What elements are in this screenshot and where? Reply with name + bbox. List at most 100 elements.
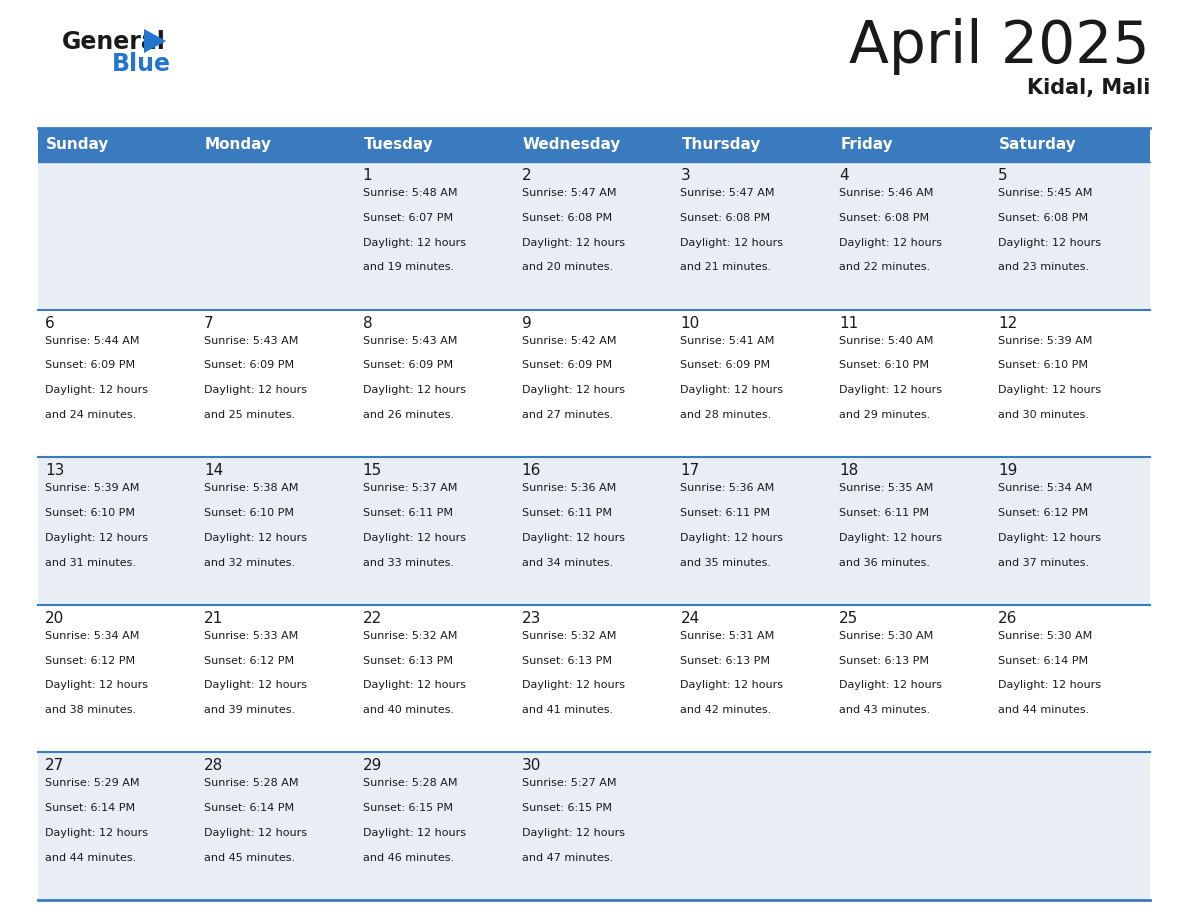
Text: Sunset: 6:10 PM: Sunset: 6:10 PM (45, 508, 135, 518)
Text: Sunset: 6:14 PM: Sunset: 6:14 PM (998, 655, 1088, 666)
Text: Daylight: 12 hours: Daylight: 12 hours (522, 238, 625, 248)
Bar (38, 309, 1150, 457)
Text: 7: 7 (204, 316, 214, 330)
Text: and 42 minutes.: and 42 minutes. (681, 705, 772, 715)
Text: and 36 minutes.: and 36 minutes. (839, 557, 930, 567)
Text: Sunset: 6:08 PM: Sunset: 6:08 PM (839, 213, 929, 223)
Text: Sunset: 6:09 PM: Sunset: 6:09 PM (204, 361, 293, 370)
Text: Sunrise: 5:44 AM: Sunrise: 5:44 AM (45, 336, 139, 345)
Text: Sunset: 6:08 PM: Sunset: 6:08 PM (681, 213, 771, 223)
Text: and 37 minutes.: and 37 minutes. (998, 557, 1089, 567)
Text: Sunrise: 5:29 AM: Sunrise: 5:29 AM (45, 778, 139, 789)
Text: Sunset: 6:07 PM: Sunset: 6:07 PM (362, 213, 453, 223)
Text: Sunrise: 5:41 AM: Sunrise: 5:41 AM (681, 336, 775, 345)
Text: and 38 minutes.: and 38 minutes. (45, 705, 137, 715)
Text: Daylight: 12 hours: Daylight: 12 hours (204, 386, 307, 395)
Text: Thursday: Thursday (682, 138, 760, 152)
Text: Daylight: 12 hours: Daylight: 12 hours (45, 532, 148, 543)
Text: Daylight: 12 hours: Daylight: 12 hours (204, 532, 307, 543)
Text: 8: 8 (362, 316, 372, 330)
Text: and 30 minutes.: and 30 minutes. (998, 410, 1089, 420)
Text: Sunrise: 5:39 AM: Sunrise: 5:39 AM (998, 336, 1093, 345)
Text: Sunset: 6:13 PM: Sunset: 6:13 PM (681, 655, 771, 666)
Text: 26: 26 (998, 610, 1017, 626)
Text: Daylight: 12 hours: Daylight: 12 hours (839, 238, 942, 248)
Text: Sunset: 6:13 PM: Sunset: 6:13 PM (362, 655, 453, 666)
Bar (38, 162, 1150, 309)
Text: Sunrise: 5:31 AM: Sunrise: 5:31 AM (681, 631, 775, 641)
Text: April 2025: April 2025 (849, 18, 1150, 75)
Text: Daylight: 12 hours: Daylight: 12 hours (839, 532, 942, 543)
Text: Sunrise: 5:32 AM: Sunrise: 5:32 AM (362, 631, 457, 641)
Text: Sunset: 6:10 PM: Sunset: 6:10 PM (839, 361, 929, 370)
Text: and 45 minutes.: and 45 minutes. (204, 853, 295, 863)
Text: Sunrise: 5:43 AM: Sunrise: 5:43 AM (204, 336, 298, 345)
Text: Daylight: 12 hours: Daylight: 12 hours (522, 680, 625, 690)
Text: 28: 28 (204, 758, 223, 773)
Text: 6: 6 (45, 316, 55, 330)
Text: Sunrise: 5:39 AM: Sunrise: 5:39 AM (45, 483, 139, 493)
Text: Sunset: 6:09 PM: Sunset: 6:09 PM (362, 361, 453, 370)
Text: and 31 minutes.: and 31 minutes. (45, 557, 135, 567)
Bar (38, 457, 1150, 605)
Text: Sunset: 6:09 PM: Sunset: 6:09 PM (45, 361, 135, 370)
Text: and 35 minutes.: and 35 minutes. (681, 557, 771, 567)
Text: 1: 1 (362, 168, 372, 183)
Text: 21: 21 (204, 610, 223, 626)
Text: 13: 13 (45, 464, 64, 478)
Text: 20: 20 (45, 610, 64, 626)
Text: Sunrise: 5:34 AM: Sunrise: 5:34 AM (45, 631, 139, 641)
Text: Daylight: 12 hours: Daylight: 12 hours (362, 680, 466, 690)
Text: 9: 9 (522, 316, 531, 330)
Text: Sunrise: 5:42 AM: Sunrise: 5:42 AM (522, 336, 617, 345)
Text: and 20 minutes.: and 20 minutes. (522, 263, 613, 273)
Text: and 27 minutes.: and 27 minutes. (522, 410, 613, 420)
Text: and 21 minutes.: and 21 minutes. (681, 263, 771, 273)
Text: Daylight: 12 hours: Daylight: 12 hours (839, 680, 942, 690)
Text: 19: 19 (998, 464, 1017, 478)
Text: Sunset: 6:13 PM: Sunset: 6:13 PM (839, 655, 929, 666)
Text: 25: 25 (839, 610, 859, 626)
Text: Daylight: 12 hours: Daylight: 12 hours (362, 532, 466, 543)
Text: Sunrise: 5:47 AM: Sunrise: 5:47 AM (681, 188, 775, 198)
Text: and 43 minutes.: and 43 minutes. (839, 705, 930, 715)
Bar (38, 605, 1150, 753)
Text: 16: 16 (522, 464, 541, 478)
Text: 24: 24 (681, 610, 700, 626)
Text: Sunset: 6:15 PM: Sunset: 6:15 PM (362, 803, 453, 813)
Text: Daylight: 12 hours: Daylight: 12 hours (204, 828, 307, 838)
Text: General: General (62, 30, 166, 54)
Text: Monday: Monday (204, 138, 272, 152)
Text: 4: 4 (839, 168, 849, 183)
Text: Sunset: 6:11 PM: Sunset: 6:11 PM (522, 508, 612, 518)
Text: Sunset: 6:09 PM: Sunset: 6:09 PM (522, 361, 612, 370)
Text: Sunday: Sunday (46, 138, 109, 152)
Text: Sunrise: 5:36 AM: Sunrise: 5:36 AM (681, 483, 775, 493)
Text: Sunrise: 5:32 AM: Sunrise: 5:32 AM (522, 631, 615, 641)
Text: Daylight: 12 hours: Daylight: 12 hours (522, 386, 625, 395)
Text: Daylight: 12 hours: Daylight: 12 hours (998, 238, 1101, 248)
Text: Daylight: 12 hours: Daylight: 12 hours (45, 386, 148, 395)
Text: Sunrise: 5:38 AM: Sunrise: 5:38 AM (204, 483, 298, 493)
Text: Sunrise: 5:43 AM: Sunrise: 5:43 AM (362, 336, 457, 345)
Text: Daylight: 12 hours: Daylight: 12 hours (45, 828, 148, 838)
Bar (38, 128, 1150, 162)
Text: Sunset: 6:12 PM: Sunset: 6:12 PM (45, 655, 135, 666)
Text: Sunset: 6:14 PM: Sunset: 6:14 PM (45, 803, 135, 813)
Text: Daylight: 12 hours: Daylight: 12 hours (204, 680, 307, 690)
Text: 3: 3 (681, 168, 690, 183)
Text: 30: 30 (522, 758, 541, 773)
Text: Sunrise: 5:45 AM: Sunrise: 5:45 AM (998, 188, 1093, 198)
Text: Wednesday: Wednesday (523, 138, 621, 152)
Text: Kidal, Mali: Kidal, Mali (1026, 78, 1150, 98)
Text: 5: 5 (998, 168, 1007, 183)
Text: Sunset: 6:12 PM: Sunset: 6:12 PM (204, 655, 293, 666)
Text: Daylight: 12 hours: Daylight: 12 hours (362, 238, 466, 248)
Text: Daylight: 12 hours: Daylight: 12 hours (998, 532, 1101, 543)
Text: Sunset: 6:15 PM: Sunset: 6:15 PM (522, 803, 612, 813)
Text: Sunset: 6:14 PM: Sunset: 6:14 PM (204, 803, 293, 813)
Text: and 25 minutes.: and 25 minutes. (204, 410, 295, 420)
Text: Sunset: 6:11 PM: Sunset: 6:11 PM (839, 508, 929, 518)
Text: Saturday: Saturday (999, 138, 1076, 152)
Text: and 26 minutes.: and 26 minutes. (362, 410, 454, 420)
